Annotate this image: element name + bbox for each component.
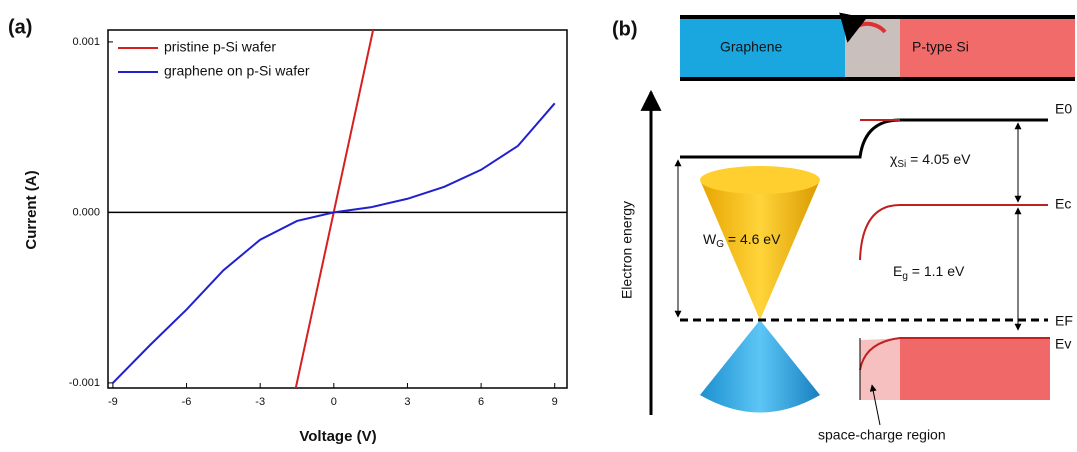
symbol: E	[893, 263, 902, 279]
panel-label: (a)	[8, 16, 32, 38]
level-label: Ec	[1055, 196, 1071, 212]
band-diagram	[678, 120, 1050, 425]
x-tick-label: -6	[182, 396, 192, 408]
symbol: W	[703, 231, 717, 247]
silicon-label: P-type Si	[912, 39, 969, 55]
affinity-label: χSi = 4.05 eV	[890, 151, 971, 170]
series-line	[113, 103, 555, 383]
text: = 4.05 eV	[906, 151, 971, 167]
energy-axis-label: Electron energy	[619, 201, 635, 299]
legend-label: pristine p-Si wafer	[164, 39, 276, 55]
figure: (a) Voltage (V) Current (A) (b) Graphene…	[0, 0, 1077, 447]
region-label: space-charge region	[818, 427, 946, 443]
panel-label: (b)	[612, 18, 638, 40]
text: = 4.6 eV	[724, 231, 781, 247]
x-tick-label: 0	[331, 396, 337, 408]
y-tick-label: 0.000	[72, 206, 100, 218]
level-label: E0	[1055, 101, 1072, 117]
x-tick-label: 6	[478, 396, 484, 408]
x-axis-label: Voltage (V)	[299, 428, 376, 445]
gap-label: Eg = 1.1 eV	[893, 263, 965, 282]
subscript: Si	[897, 159, 906, 170]
x-tick-label: -9	[108, 396, 118, 408]
level-label: Ev	[1055, 336, 1071, 352]
plot-frame	[108, 30, 567, 388]
legend-label: graphene on p-Si wafer	[164, 63, 310, 79]
text: = 1.1 eV	[908, 263, 965, 279]
x-tick-label: -3	[255, 396, 265, 408]
y-axis-label: Current (A)	[23, 170, 40, 249]
y-tick-label: 0.001	[72, 36, 100, 48]
graphene-label: Graphene	[720, 39, 782, 55]
y-tick-label: -0.001	[69, 377, 100, 389]
x-tick-label: 9	[552, 396, 558, 408]
level-label: EF	[1055, 313, 1073, 329]
x-tick-label: 3	[404, 396, 410, 408]
